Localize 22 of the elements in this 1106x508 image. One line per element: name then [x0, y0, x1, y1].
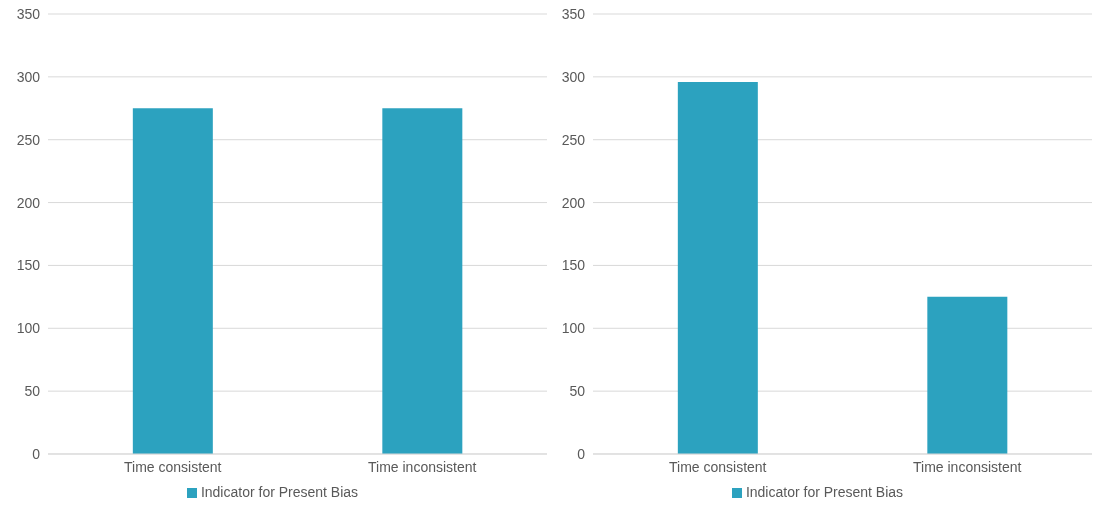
y-tick-label: 50 [569, 383, 586, 400]
y-tick-label: 300 [561, 68, 586, 85]
y-tick-label: 300 [16, 68, 41, 85]
y-tick-label: 200 [16, 194, 41, 211]
y-tick-label: 50 [24, 383, 41, 400]
y-tick-label: 350 [16, 5, 41, 22]
y-tick-label: 100 [561, 320, 586, 337]
y-tick-label: 350 [561, 5, 586, 22]
legend-label: Indicator for Present Bias [745, 484, 904, 500]
legend-label: Indicator for Present Bias [200, 484, 359, 500]
y-tick-label: 150 [16, 257, 41, 274]
y-tick-label: 150 [561, 257, 586, 274]
x-tick-label: Time inconsistent [913, 458, 1022, 475]
x-tick-label: Time inconsistent [368, 458, 477, 475]
y-tick-label: 0 [577, 445, 586, 462]
y-tick-label: 0 [32, 445, 41, 462]
x-tick-label: Time consistent [123, 458, 222, 475]
y-tick-label: 100 [16, 320, 41, 337]
y-tick-label: 250 [561, 131, 586, 148]
y-tick-label: 200 [561, 194, 586, 211]
y-tick-label: 250 [16, 131, 41, 148]
x-tick-label: Time consistent [668, 458, 767, 475]
